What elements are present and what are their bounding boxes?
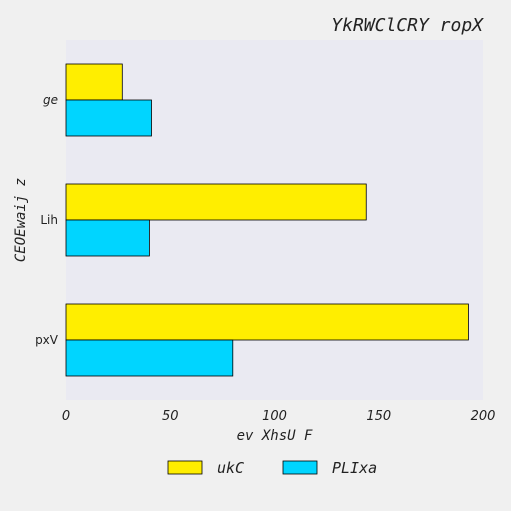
x-tick-label: 150 bbox=[366, 409, 391, 424]
bar-PLIxa-Lih bbox=[65, 219, 150, 257]
bar-ukC-pxV bbox=[65, 303, 469, 341]
bar-ukC-Lih bbox=[65, 183, 367, 221]
y-tick-label: pxV bbox=[35, 333, 59, 347]
legend: ukC PLIxa bbox=[167, 459, 377, 477]
y-axis-label: CEOEwaij z bbox=[13, 178, 29, 262]
x-tick-label: 200 bbox=[471, 409, 496, 424]
legend-swatch-PLIxa bbox=[282, 460, 318, 475]
x-ticks: 0 50 100 150 200 bbox=[62, 409, 496, 424]
bar-ukC-ge bbox=[65, 63, 123, 101]
legend-swatch-ukC bbox=[167, 460, 203, 475]
chart-title: YkRWClCRY ropX bbox=[331, 15, 484, 36]
y-tick-label: Lih bbox=[40, 213, 58, 227]
bar-PLIxa-pxV bbox=[65, 339, 234, 377]
y-ticks: ge Lih pxV bbox=[35, 93, 59, 347]
legend-label-PLIxa: PLIxa bbox=[332, 459, 377, 477]
x-tick-label: 0 bbox=[62, 409, 70, 424]
bars-layer bbox=[65, 63, 469, 377]
legend-label-ukC: ukC bbox=[217, 459, 244, 477]
x-axis-label: ev XhsU F bbox=[237, 428, 313, 444]
x-tick-label: 100 bbox=[262, 409, 287, 424]
bar-PLIxa-ge bbox=[65, 99, 152, 137]
y-tick-label: ge bbox=[43, 93, 58, 107]
x-tick-label: 50 bbox=[162, 409, 179, 424]
